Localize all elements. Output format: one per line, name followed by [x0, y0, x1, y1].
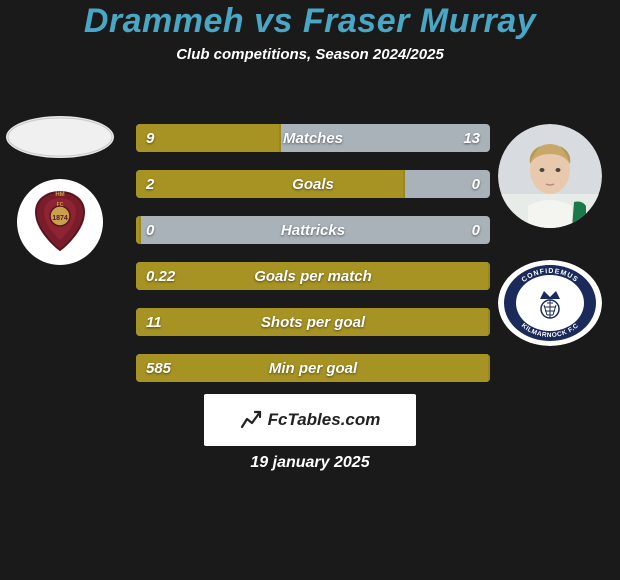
player2-club-badge: CONFIDEMUS KILMARNOCK F.C — [498, 260, 602, 346]
stat-label: Shots per goal — [136, 308, 490, 336]
stat-bars: 9Matches132Goals00Hattricks00.22Goals pe… — [136, 124, 490, 400]
fctables-brand[interactable]: FcTables.com — [204, 394, 416, 446]
stat-label: Hattricks — [136, 216, 490, 244]
stat-row: 585Min per goal — [136, 354, 490, 382]
svg-text:HM: HM — [55, 192, 64, 198]
svg-text:FC: FC — [57, 202, 64, 208]
player1-avatar — [6, 116, 114, 158]
stat-label: Matches — [136, 124, 490, 152]
stat-row: 2Goals0 — [136, 170, 490, 198]
player2-name: Fraser Murray — [303, 2, 536, 40]
stat-row: 0Hattricks0 — [136, 216, 490, 244]
competition-subtitle: Club competitions, Season 2024/2025 — [0, 46, 620, 63]
snapshot-date: 19 january 2025 — [0, 454, 620, 472]
stat-row: 0.22Goals per match — [136, 262, 490, 290]
comparison-title: Drammeh vs Fraser Murray — [0, 4, 620, 40]
svg-text:1874: 1874 — [52, 215, 68, 222]
player1-club-badge: 1874 HM FC — [16, 178, 104, 266]
stat-value-right: 0 — [462, 216, 490, 244]
stat-value-right: 13 — [453, 124, 490, 152]
vs-separator: vs — [254, 2, 293, 40]
player2-avatar — [498, 124, 602, 228]
stat-label: Goals — [136, 170, 490, 198]
brand-text: FcTables.com — [268, 410, 381, 430]
stat-row: 11Shots per goal — [136, 308, 490, 336]
stat-label: Min per goal — [136, 354, 490, 382]
player1-name: Drammeh — [84, 2, 244, 40]
stat-label: Goals per match — [136, 262, 490, 290]
stat-row: 9Matches13 — [136, 124, 490, 152]
stat-value-right: 0 — [462, 170, 490, 198]
fctables-icon — [240, 409, 262, 431]
